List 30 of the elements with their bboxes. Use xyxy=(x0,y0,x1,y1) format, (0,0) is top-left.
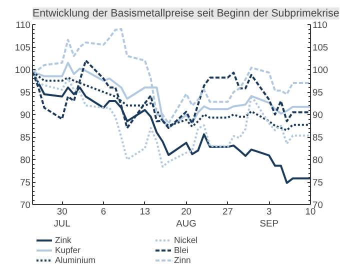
y-tick-label: 90 xyxy=(20,110,31,120)
y2-tick-label: 80 xyxy=(312,155,323,165)
legend-label: Kupfer xyxy=(55,245,82,255)
y-tick-label: 75 xyxy=(20,178,31,188)
chart-title: Entwicklung der Basismetallpreise seit Beginn der Subprimekrise xyxy=(32,8,340,20)
y2-tick-label: 85 xyxy=(312,132,323,142)
x-tick-label: 6 xyxy=(100,206,106,216)
y2-tick-label: 105 xyxy=(312,42,328,52)
legend-label: Aluminium xyxy=(55,255,96,265)
y2-tick-label: 90 xyxy=(312,110,323,120)
y2-tick-label: 75 xyxy=(312,178,323,188)
y2-tick-label: 100 xyxy=(312,65,328,75)
x-tick-label: 13 xyxy=(140,206,150,216)
y-tick-label: 110 xyxy=(16,20,31,30)
y2-tick-label: 95 xyxy=(312,88,323,98)
y-tick-label: 95 xyxy=(20,88,31,98)
x-tick-label: 27 xyxy=(222,206,233,216)
x-tick-label: 30 JUL xyxy=(54,206,70,228)
y-tick-label: 105 xyxy=(14,42,31,52)
x-tick-label: 20 AUG xyxy=(176,206,196,228)
y-tick-label: 85 xyxy=(20,132,31,142)
legend-label: Zinn xyxy=(174,255,192,265)
x-tick-label: 3 SEP xyxy=(260,206,278,228)
legend-label: Nickel xyxy=(174,235,199,245)
legend-label: Zink xyxy=(55,235,72,245)
y-tick-label: 100 xyxy=(14,65,31,75)
y-tick-label: 80 xyxy=(20,155,31,165)
y2-tick-label: 110 xyxy=(312,20,328,30)
legend-label: Blei xyxy=(174,245,190,255)
y-tick-label: 70 xyxy=(20,200,31,210)
